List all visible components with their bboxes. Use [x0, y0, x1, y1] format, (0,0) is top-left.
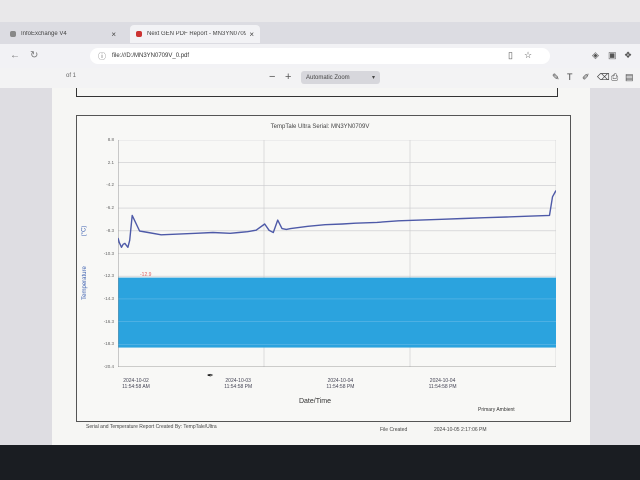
highlight-icon[interactable]: ✐: [582, 72, 590, 82]
shield-icon[interactable]: ◈: [592, 50, 599, 60]
y-tick-label: -14.3: [103, 295, 114, 301]
draw-icon[interactable]: ✎: [552, 72, 560, 82]
close-tab-icon[interactable]: ×: [111, 29, 116, 39]
pdf-favicon-icon: [136, 31, 142, 37]
alarm-band-label: -12.9: [140, 272, 152, 278]
y-tick-label: -20.4: [103, 364, 114, 369]
report-footer: Serial and Temperature Report Created By…: [86, 424, 556, 436]
y-tick-label: 2.1: [107, 159, 114, 165]
zoom-select[interactable]: Automatic Zoom ▾: [301, 71, 380, 84]
pdf-toolbar: of 1 − + Automatic Zoom ▾ ✎ T ✐ ⌫ ⎙ ▤: [0, 68, 640, 89]
y-tick-label: -18.3: [103, 341, 114, 347]
y-tick-label: 8.8: [107, 137, 114, 142]
temperature-series-line: [118, 190, 556, 249]
chart-title: TempTale Ultra Serial: MN3YN0709V: [270, 124, 370, 130]
back-icon[interactable]: ←: [10, 50, 20, 61]
tab-infoexchange[interactable]: InfoExchange V4 ×: [4, 25, 122, 43]
x-tick-label: 2024-10-04 11:54:58 PM: [326, 378, 355, 390]
footer-created-by: Serial and Temperature Report Created By…: [86, 424, 217, 430]
zoom-in-button[interactable]: +: [285, 71, 292, 83]
tab-pdf-report[interactable]: Next GEN PDF Report - MN3YN0709V ×: [130, 25, 260, 43]
reload-icon[interactable]: ↻: [30, 50, 39, 61]
previous-box-edge: [76, 88, 558, 97]
y-tick-label: -6.2: [106, 205, 114, 211]
y-tick-label: -16.3: [103, 318, 114, 324]
favorite-star-icon[interactable]: ☆: [524, 50, 533, 60]
text-icon[interactable]: T: [567, 72, 573, 82]
eraser-icon[interactable]: ⌫: [597, 72, 610, 82]
temperature-plot: -12.9: [118, 140, 556, 367]
page-info-icon[interactable]: ⓘ: [98, 51, 106, 61]
x-tick-label: 2024-10-02 11:54:58 AM: [122, 378, 150, 390]
tab-label: InfoExchange V4: [21, 31, 67, 37]
y-tick-label: -8.3: [106, 227, 114, 233]
address-bar[interactable]: ⓘ file:///D:/MN3YN0709V_0.pdf: [90, 48, 550, 64]
footer-file-created-date: 2024-10-05 2:17:06 PM: [434, 427, 487, 433]
save-icon[interactable]: ▤: [625, 72, 634, 82]
cursor-pen-icon: ✒: [207, 371, 214, 380]
tab-label: Next GEN PDF Report - MN3YN0709V: [147, 31, 247, 37]
url-text: file:///D:/MN3YN0709V_0.pdf: [112, 53, 190, 59]
close-tab-icon[interactable]: ×: [249, 29, 254, 39]
y-tick-label: -12.3: [103, 273, 114, 279]
chevron-down-icon: ▾: [371, 75, 375, 81]
collections-icon[interactable]: ▣: [608, 50, 617, 60]
x-tick-label: 2024-10-03 11:54:58 PM: [224, 378, 253, 390]
footer-file-created-label: File Created: [380, 427, 408, 433]
y-tick-label: -10.3: [103, 250, 114, 256]
x-axis-label: Date/Time: [298, 398, 332, 405]
y-axis-unit: (°C): [81, 225, 88, 237]
zoom-out-button[interactable]: −: [269, 71, 276, 83]
reader-view-icon[interactable]: ▯: [508, 50, 513, 60]
zoom-value: Automatic Zoom: [306, 74, 350, 81]
extensions-icon[interactable]: ❖: [624, 50, 633, 60]
x-tick-label: 2024-10-04 11:54:58 PM: [428, 378, 457, 390]
address-toolbar: ← ↻ ⓘ file:///D:/MN3YN0709V_0.pdf ▯ ☆ ◈ …: [0, 44, 640, 68]
y-axis-label: Temperature: [82, 266, 88, 300]
alarm-band: [118, 277, 556, 348]
tab-favicon-icon: [10, 31, 16, 37]
legend: Primary Ambient: [478, 407, 515, 413]
y-tick-label: -4.2: [106, 182, 114, 188]
print-icon[interactable]: ⎙: [611, 72, 619, 82]
monitor-screen: InfoExchange V4 × Next GEN PDF Report - …: [0, 0, 640, 445]
chart-frame: [76, 115, 571, 422]
browser-tab-bar: InfoExchange V4 × Next GEN PDF Report - …: [0, 22, 640, 59]
page-count: of 1: [66, 73, 77, 79]
